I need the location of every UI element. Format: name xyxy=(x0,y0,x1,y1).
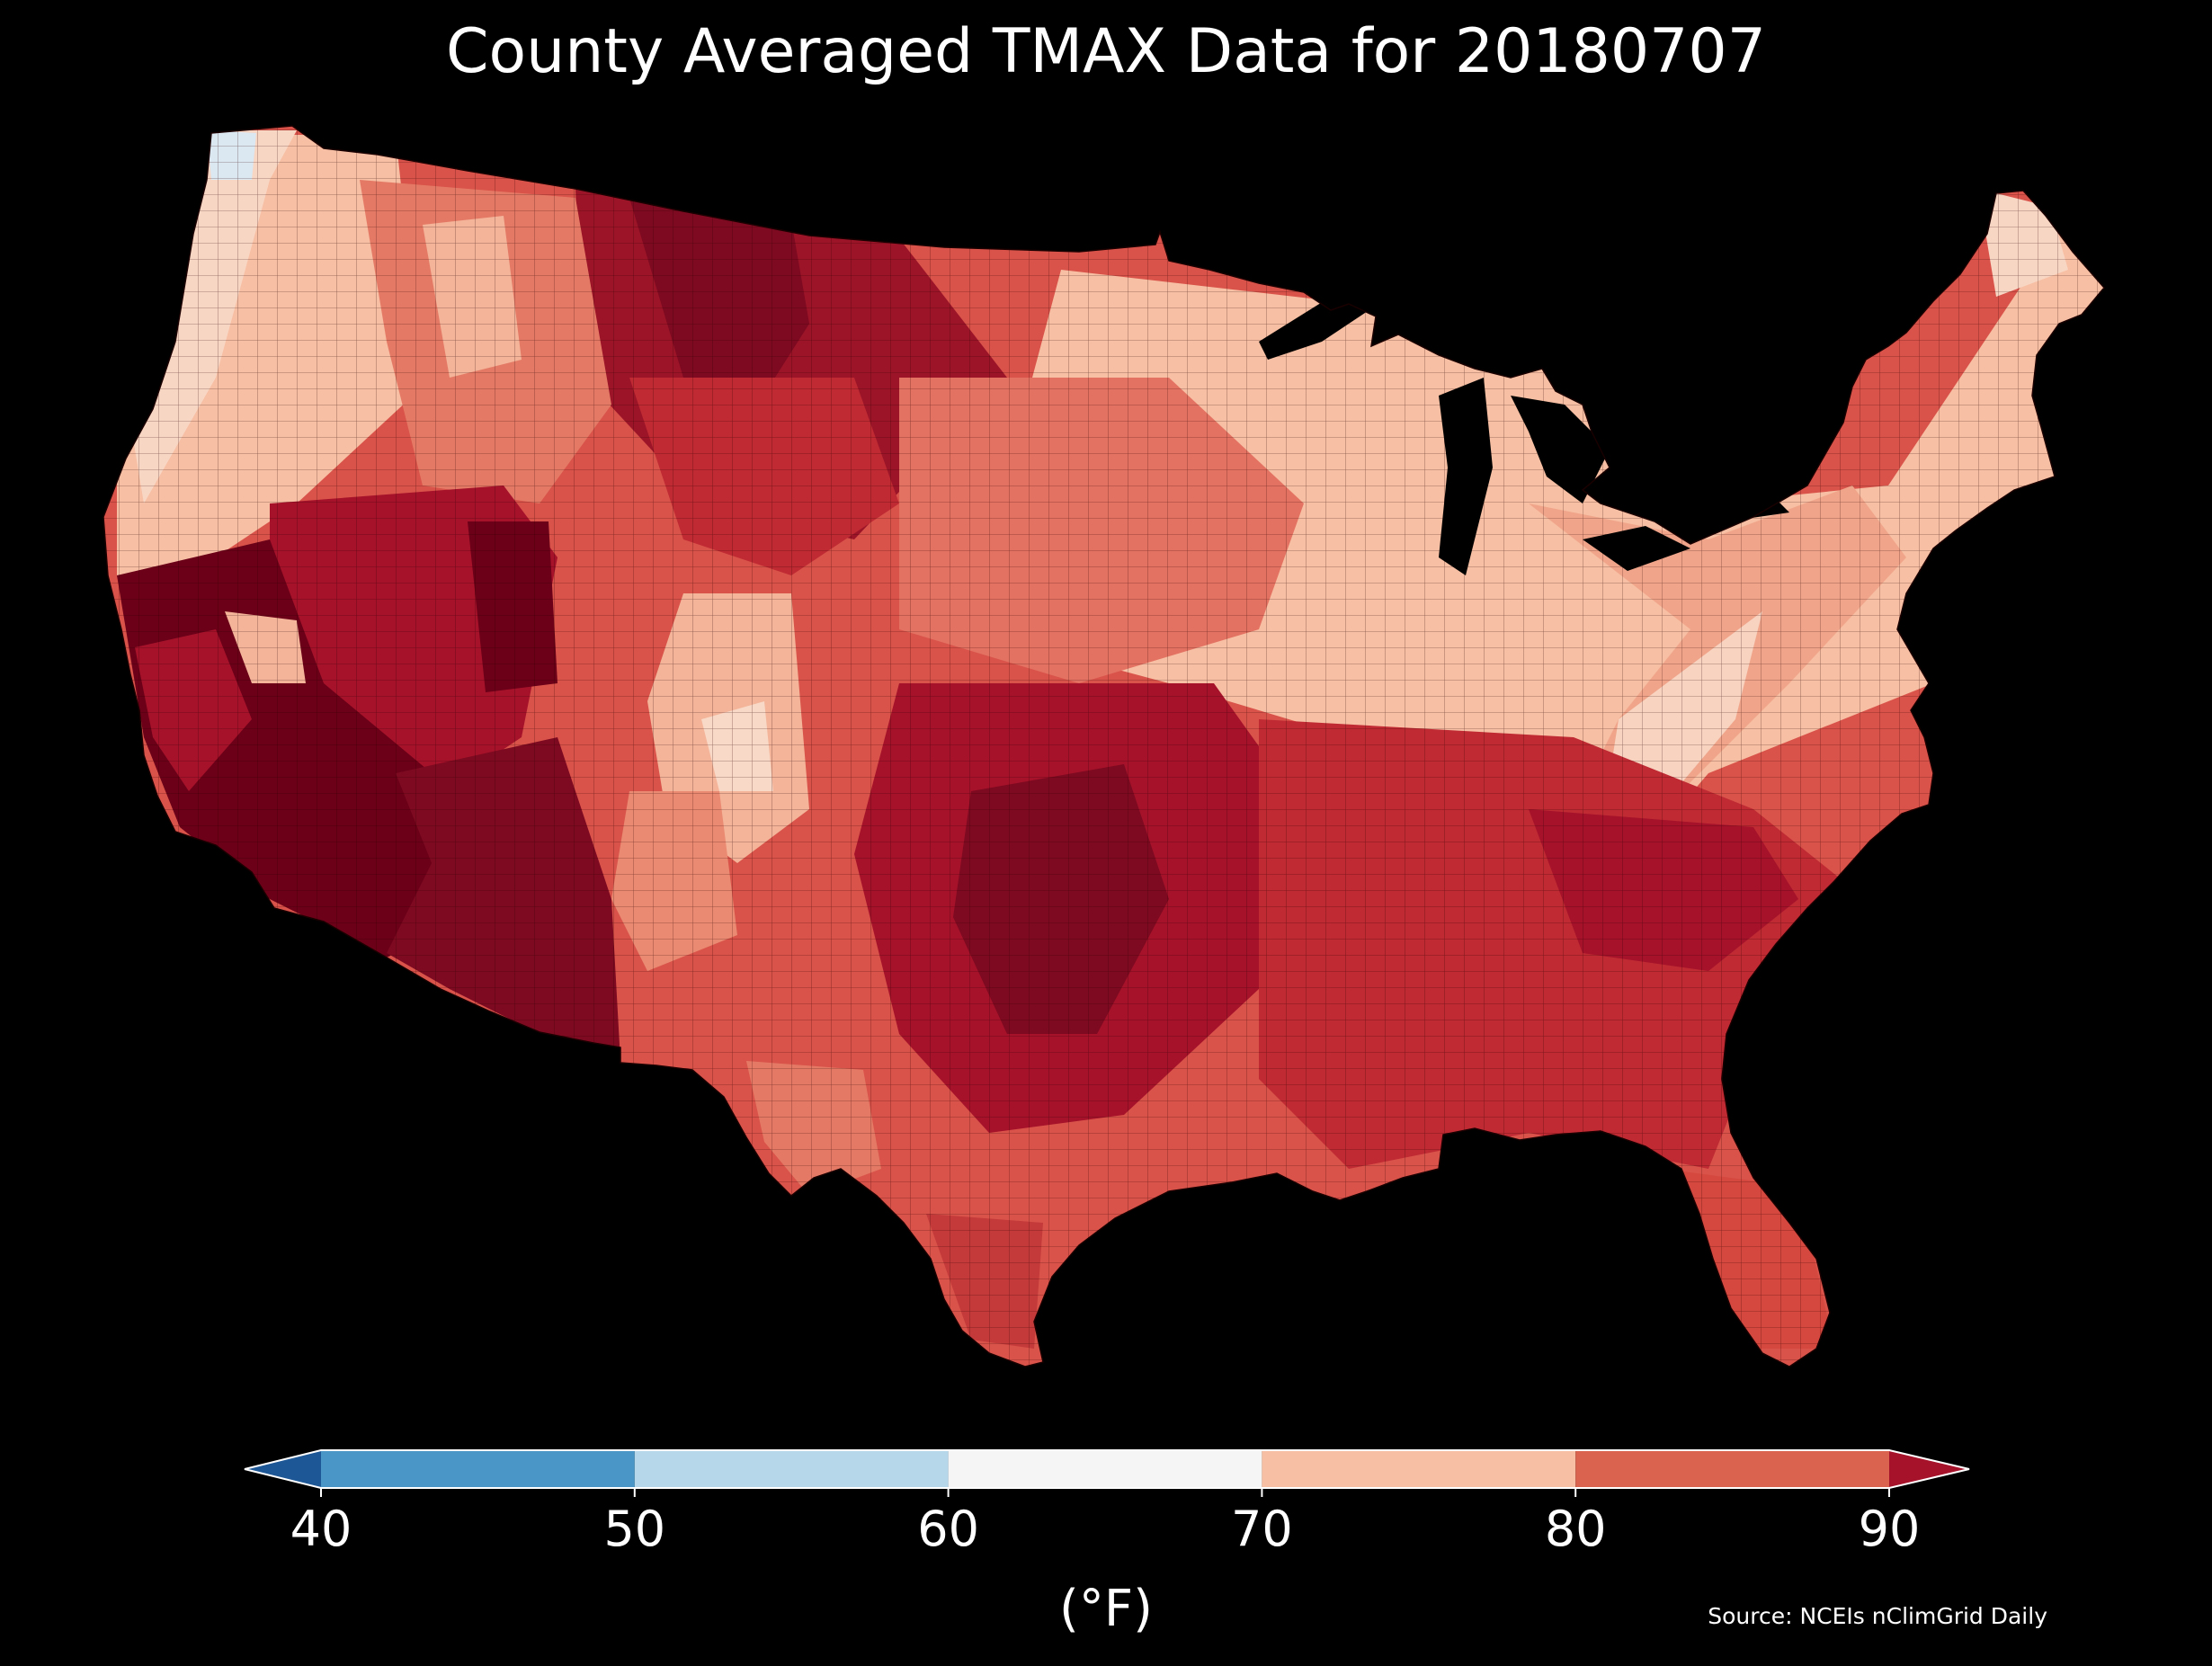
colorbar-bin-70-80 xyxy=(1262,1450,1576,1488)
colorbar-tick-label: 40 xyxy=(290,1501,352,1557)
colorbar-tick-label: 90 xyxy=(1859,1501,1921,1557)
colorbar-bin-60-70 xyxy=(948,1450,1262,1488)
lake-huron xyxy=(1511,396,1610,503)
colorbar-label: (°F) xyxy=(1059,1580,1153,1638)
lake-erie xyxy=(1583,526,1690,571)
colorbar-tick-label: 60 xyxy=(917,1501,979,1557)
map-title: County Averaged TMAX Data for 20180707 xyxy=(446,16,1766,87)
colorbar-extend-low xyxy=(245,1450,321,1488)
lake-superior xyxy=(1259,297,1376,360)
colorbar-tick-label: 50 xyxy=(603,1501,665,1557)
colorbar-bin-80-90 xyxy=(1575,1450,1889,1488)
us-county-temperature-map xyxy=(103,125,2105,1368)
colorbar-extend-high xyxy=(1889,1450,1969,1488)
colorbar-bin-40-50 xyxy=(321,1450,635,1488)
lake-michigan xyxy=(1439,378,1493,575)
colorbar-tick-label: 80 xyxy=(1545,1501,1607,1557)
colorbar-bin-50-60 xyxy=(634,1450,949,1488)
source-credit: Source: NCEIs nClimGrid Daily xyxy=(1708,1603,2047,1629)
lake-ontario xyxy=(1708,494,1789,521)
colorbar-tick-label: 70 xyxy=(1231,1501,1293,1557)
